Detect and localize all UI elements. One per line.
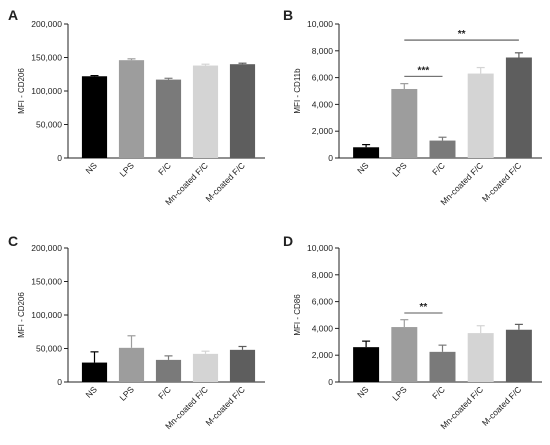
- y-tick-label: 6,000: [312, 297, 334, 307]
- category-label: F/C: [430, 160, 447, 177]
- y-axis-label: MFI - CD206: [17, 292, 26, 338]
- bar: [467, 333, 494, 382]
- category-label: F/C: [156, 384, 173, 401]
- category-label: M-coated F/C: [203, 384, 246, 427]
- panel-letter: C: [8, 233, 18, 249]
- category-label: NS: [83, 160, 99, 176]
- bar: [353, 147, 380, 158]
- category-label: F/C: [156, 160, 173, 177]
- y-tick-label: 100,000: [31, 86, 62, 96]
- category-label: F/C: [430, 384, 447, 401]
- y-axis-label: MFI - CD11b: [293, 68, 302, 114]
- category-label: NS: [355, 384, 371, 400]
- bar: [81, 362, 108, 382]
- panel-d: D 0 2,000 4,000 6,000 8,000 10,000 MFI - CD86 NS…: [283, 233, 542, 431]
- panel-b: B 0 2,000 4,000 6,000 8,000 10,000 MFI - CD11b N…: [283, 7, 542, 207]
- y-tick-label: 8,000: [312, 46, 334, 56]
- y-tick-label: 4,000: [312, 323, 334, 333]
- y-tick-label: 10,000: [307, 19, 333, 29]
- y-axis-label: MFI - CD86: [293, 294, 302, 336]
- bar: [192, 65, 219, 158]
- category-label: LPS: [117, 160, 136, 179]
- category-label: M-coated F/C: [203, 160, 246, 203]
- bar: [467, 73, 494, 158]
- bar: [353, 347, 380, 382]
- y-tick-label: 4,000: [312, 99, 334, 109]
- y-tick-label: 0: [57, 153, 62, 163]
- bar: [229, 64, 256, 158]
- y-axis-label: MFI - CD206: [17, 68, 26, 114]
- y-tick-label: 200,000: [31, 19, 62, 29]
- y-tick-label: 0: [57, 377, 62, 387]
- panel-c: C 0 50,000 100,000 150,000 200,000 MFI - CD206…: [8, 233, 265, 431]
- y-tick-label: 150,000: [31, 53, 62, 63]
- category-label: M-coated F/C: [480, 384, 523, 427]
- bar: [229, 349, 256, 382]
- bar: [391, 88, 418, 158]
- y-tick-label: 8,000: [312, 270, 334, 280]
- y-tick-label: 10,000: [307, 243, 333, 253]
- bar: [118, 347, 145, 382]
- y-tick-label: 50,000: [36, 344, 62, 354]
- significance-label: **: [458, 29, 466, 40]
- panel-letter: A: [8, 7, 18, 23]
- category-label: LPS: [117, 384, 136, 403]
- bar: [505, 329, 532, 382]
- bar: [505, 57, 532, 158]
- y-tick-label: 2,000: [312, 126, 334, 136]
- panel-letter: B: [283, 7, 293, 23]
- y-tick-label: 100,000: [31, 310, 62, 320]
- y-tick-label: 200,000: [31, 243, 62, 253]
- bar: [429, 140, 456, 158]
- y-tick-label: 0: [328, 153, 333, 163]
- bar: [81, 76, 108, 158]
- category-label: LPS: [390, 384, 409, 403]
- category-label: NS: [83, 384, 99, 400]
- y-tick-label: 0: [328, 377, 333, 387]
- y-tick-label: 6,000: [312, 73, 334, 83]
- bar: [192, 353, 219, 382]
- bar: [155, 359, 182, 382]
- bar: [118, 60, 145, 158]
- y-tick-label: 150,000: [31, 277, 62, 287]
- bar: [429, 351, 456, 382]
- category-label: NS: [355, 160, 371, 176]
- y-tick-label: 2,000: [312, 350, 334, 360]
- y-tick-label: 50,000: [36, 120, 62, 130]
- bar: [155, 79, 182, 158]
- panel-a: A 0 50,000 100,000 150,000 200,000 MFI - CD206…: [8, 7, 265, 207]
- panel-letter: D: [283, 233, 293, 249]
- significance-label: **: [420, 302, 428, 313]
- significance-label: ***: [418, 65, 430, 76]
- category-label: M-coated F/C: [480, 160, 523, 203]
- category-label: LPS: [390, 160, 409, 179]
- bar: [391, 327, 418, 382]
